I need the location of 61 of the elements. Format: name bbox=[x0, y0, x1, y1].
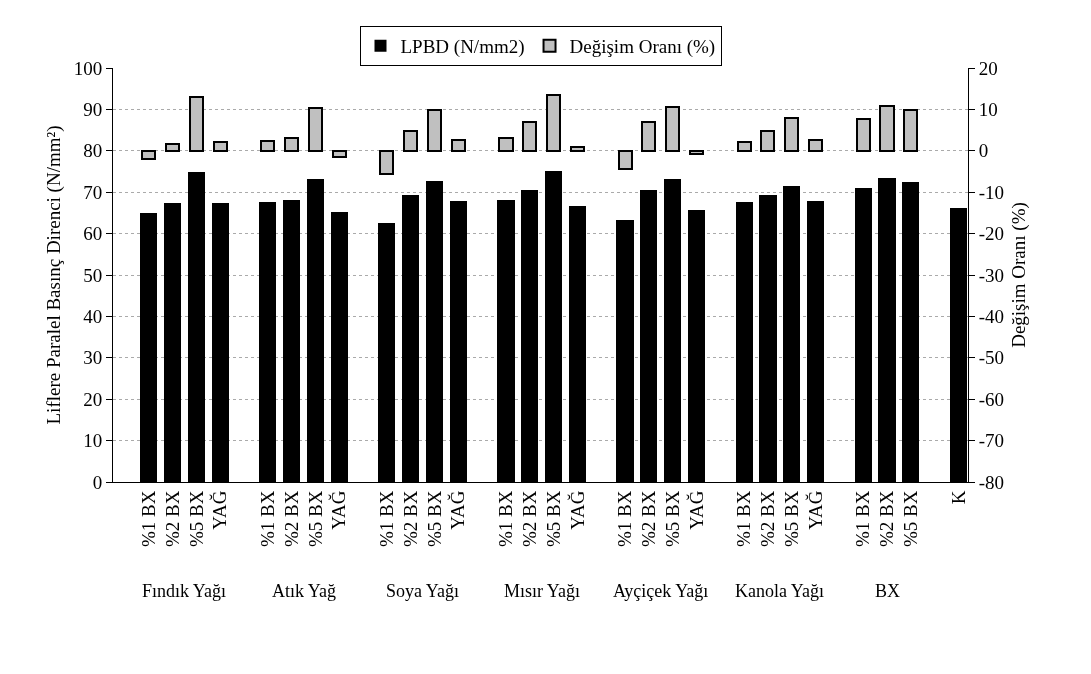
y2-tick-label: 20 bbox=[978, 57, 998, 79]
y2-tick-label: 0 bbox=[978, 140, 989, 162]
text: Atık Yağ bbox=[272, 581, 337, 601]
y2-tick-label: -10 bbox=[978, 181, 1005, 203]
y-tick-label: 0 bbox=[92, 471, 103, 493]
legend-label: LPBD (N/mm2) bbox=[400, 36, 525, 59]
y-tick-label: 40 bbox=[83, 306, 103, 328]
x-tick-label: YAĞ bbox=[209, 490, 231, 530]
x-tick-label: %1 BX bbox=[256, 490, 278, 548]
y-tick-label: 10 bbox=[83, 430, 103, 452]
x-tick-label: %1 BX bbox=[137, 490, 159, 548]
y-tick-label: 30 bbox=[83, 347, 103, 369]
x-tick-label: YAĞ bbox=[328, 490, 350, 530]
x-tick-label: %1 BX bbox=[495, 490, 517, 548]
text: Fındık Yağı bbox=[142, 581, 227, 601]
x-tick-label: YAĞ bbox=[685, 490, 707, 530]
x-tick-label: %5 BX bbox=[185, 490, 207, 548]
y-tick-label: 60 bbox=[83, 223, 103, 245]
y-axis-title: Liflere Paralel Basınç Direnci (N/mm²) bbox=[42, 125, 65, 425]
text: Mısır Yağı bbox=[504, 581, 581, 601]
x-tick-label: %1 BX bbox=[614, 490, 636, 548]
x-tick-label: %2 BX bbox=[518, 490, 540, 548]
x-tick-label: YAĞ bbox=[566, 490, 588, 530]
x-tick-label: %1 BX bbox=[852, 490, 874, 548]
y2-tick-label: -40 bbox=[978, 306, 1005, 328]
y-tick-label: 100 bbox=[73, 57, 103, 79]
y2-tick-label: -60 bbox=[978, 388, 1005, 410]
y-tick-label: 20 bbox=[83, 388, 103, 410]
x-tick-label: %5 BX bbox=[542, 490, 564, 548]
y-tick-label: 80 bbox=[83, 140, 103, 162]
y2-tick-label: -70 bbox=[978, 430, 1005, 452]
x-tick-label: %1 BX bbox=[376, 490, 398, 548]
x-tick-label: %2 BX bbox=[399, 490, 421, 548]
x-tick-label: %5 BX bbox=[661, 490, 683, 548]
x-tick-label: %2 BX bbox=[876, 490, 898, 548]
x-tick-label: %1 BX bbox=[733, 490, 755, 548]
x-tick-label: K bbox=[947, 490, 969, 505]
y2-tick-label: 10 bbox=[978, 99, 998, 121]
x-tick-label: %5 BX bbox=[304, 490, 326, 548]
x-tick-label: YAĞ bbox=[447, 490, 469, 530]
y2-axis-title: Değişim Oranı (%) bbox=[1007, 202, 1030, 348]
text: Soya Yağı bbox=[386, 581, 460, 601]
text: Kanola Yağı bbox=[735, 581, 824, 601]
x-tick-label: %2 BX bbox=[757, 490, 779, 548]
x-tick-label: %2 BX bbox=[161, 490, 183, 548]
x-tick-label: YAĞ bbox=[804, 490, 826, 530]
legend-label: Değişim Oranı (%) bbox=[569, 36, 716, 59]
x-tick-label: %5 BX bbox=[423, 490, 445, 548]
y2-tick-label: -20 bbox=[978, 223, 1005, 245]
x-tick-label: %5 BX bbox=[780, 490, 802, 548]
x-tick-label: %2 BX bbox=[638, 490, 660, 548]
y-tick-label: 90 bbox=[83, 99, 103, 121]
text: Ayçiçek Yağı bbox=[613, 581, 709, 601]
y2-tick-label: -30 bbox=[978, 264, 1005, 286]
text: BX bbox=[875, 581, 901, 601]
x-tick-label: %2 BX bbox=[280, 490, 302, 548]
y2-tick-label: -50 bbox=[978, 347, 1005, 369]
x-tick-label: %5 BX bbox=[900, 490, 922, 548]
y-tick-label: 50 bbox=[83, 264, 103, 286]
y-tick-label: 70 bbox=[83, 181, 103, 203]
y2-tick-label: -80 bbox=[978, 471, 1005, 493]
